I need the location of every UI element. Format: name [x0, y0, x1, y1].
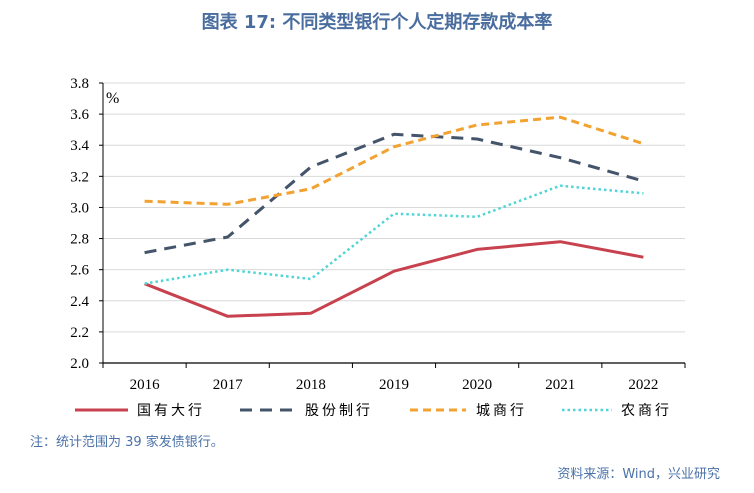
- y-tick-label: 2.0: [70, 356, 89, 372]
- x-tick-labels: 2016 2017 2018 2019 2020 2021 2022: [130, 377, 659, 393]
- chart-title: 图表 17: 不同类型银行个人定期存款成本率: [201, 12, 553, 33]
- x-tick-label: 2018: [296, 377, 326, 393]
- y-tick-label: 3.0: [70, 200, 89, 216]
- gridlines: [103, 82, 685, 333]
- series-line-1: [144, 240, 644, 318]
- line-chart: % 2.02.22.42.62.83.03.23.43.63.8 2016 201…: [70, 76, 686, 419]
- y-tick-label: 2.2: [70, 325, 89, 341]
- legend-label: 国有大行: [137, 403, 205, 419]
- series-line-2: [144, 132, 644, 255]
- y-tick-label: 3.2: [70, 169, 89, 185]
- legend-item-1: 国有大行: [75, 403, 205, 419]
- series-line-4: [144, 184, 644, 285]
- y-tick-label: 2.8: [70, 232, 89, 248]
- legend-label: 农商行: [621, 403, 672, 419]
- legend-item-3: 城商行: [410, 403, 527, 419]
- x-tick-label: 2017: [213, 377, 244, 393]
- x-tick-label: 2021: [545, 377, 575, 393]
- y-tick-label: 3.4: [70, 138, 89, 154]
- legend-item-2: 股份制行: [240, 403, 373, 419]
- series-line-3: [144, 115, 644, 206]
- y-tick-labels: 2.0 2.2 2.4 2.6 2.8 3.0 3.2 3.4 3.6 3.8: [70, 76, 89, 372]
- legend: 国有大行 股份制行 城商行 农商行: [75, 403, 672, 419]
- y-tick-label: 3.6: [70, 107, 89, 123]
- y-tick-label: 2.6: [70, 263, 89, 279]
- legend-label: 城商行: [476, 403, 527, 419]
- footnote: 注：统计范围为 39 家发债银行。: [30, 435, 224, 450]
- legend-item-4: 农商行: [562, 403, 672, 419]
- x-tick-label: 2016: [130, 377, 161, 393]
- axes: %: [99, 82, 686, 368]
- x-tick-label: 2020: [462, 377, 492, 393]
- legend-label: 股份制行: [305, 403, 373, 419]
- series-lines: [144, 115, 644, 318]
- y-tick-label: 2.4: [70, 294, 89, 310]
- y-tick-label: 3.8: [70, 76, 89, 92]
- source-note: 资料来源：Wind，兴业研究: [557, 467, 720, 482]
- x-tick-label: 2019: [379, 377, 409, 393]
- y-unit-label: %: [106, 90, 119, 107]
- x-tick-label: 2022: [628, 377, 658, 393]
